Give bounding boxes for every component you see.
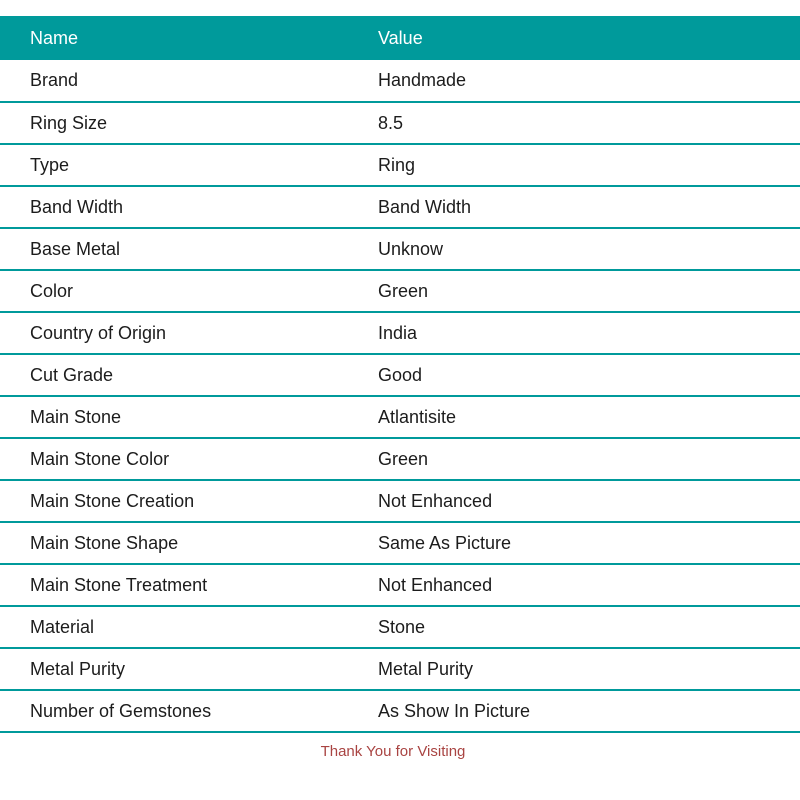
table-row: Material Stone (0, 606, 800, 649)
table-row: Type Ring (0, 144, 800, 187)
spec-name-cell: Brand (0, 60, 348, 103)
spec-name-cell: Main Stone Creation (0, 480, 348, 523)
spec-value-cell: Atlantisite (348, 396, 800, 439)
spec-value-cell: Metal Purity (348, 648, 800, 691)
spec-name-cell: Band Width (0, 186, 348, 229)
spec-value-cell: Not Enhanced (348, 480, 800, 523)
table-row: Ring Size 8.5 (0, 102, 800, 145)
spec-name-cell: Main Stone Shape (0, 522, 348, 565)
spec-name-cell: Metal Purity (0, 648, 348, 691)
spec-value-cell: Good (348, 354, 800, 397)
table-header: Name Value (0, 16, 800, 60)
spec-value-cell: Handmade (348, 60, 800, 103)
spec-value-cell: Same As Picture (348, 522, 800, 565)
table-row: Main Stone Shape Same As Picture (0, 522, 800, 565)
spec-value-cell: Not Enhanced (348, 564, 800, 607)
spec-value-cell: Green (348, 270, 800, 313)
column-header-value: Value (348, 16, 800, 60)
spec-name-cell: Cut Grade (0, 354, 348, 397)
spec-name-cell: Main Stone (0, 396, 348, 439)
table-row: Base Metal Unknow (0, 228, 800, 271)
spec-name-cell: Number of Gemstones (0, 690, 348, 733)
spec-name-cell: Ring Size (0, 102, 348, 145)
footer: Thank You for Visiting (0, 733, 800, 769)
table-row: Number of Gemstones As Show In Picture (0, 690, 800, 733)
spec-name-cell: Base Metal (0, 228, 348, 271)
spec-value-cell: Ring (348, 144, 800, 187)
spec-value-cell: Green (348, 438, 800, 481)
spec-value-cell: Band Width (348, 186, 800, 229)
table-row: Country of Origin India (0, 312, 800, 355)
spec-name-cell: Material (0, 606, 348, 649)
spec-name-cell: Main Stone Treatment (0, 564, 348, 607)
table-row: Main Stone Treatment Not Enhanced (0, 564, 800, 607)
table-row: Main Stone Color Green (0, 438, 800, 481)
table-row: Cut Grade Good (0, 354, 800, 397)
spec-name-cell: Color (0, 270, 348, 313)
footer-message: Thank You for Visiting (320, 742, 466, 760)
table-body: Brand Handmade Ring Size 8.5 Type Ring B… (0, 60, 800, 733)
table-row: Band Width Band Width (0, 186, 800, 229)
spec-name-cell: Type (0, 144, 348, 187)
spec-value-cell: Unknow (348, 228, 800, 271)
table-row: Metal Purity Metal Purity (0, 648, 800, 691)
product-specs-table: Name Value Brand Handmade Ring Size 8.5 … (0, 16, 800, 733)
table-row: Color Green (0, 270, 800, 313)
table-row: Brand Handmade (0, 60, 800, 103)
header-row: Name Value (0, 16, 800, 60)
spec-name-cell: Country of Origin (0, 312, 348, 355)
spec-name-cell: Main Stone Color (0, 438, 348, 481)
table-row: Main Stone Atlantisite (0, 396, 800, 439)
spec-value-cell: Stone (348, 606, 800, 649)
spec-value-cell: As Show In Picture (348, 690, 800, 733)
table-row: Main Stone Creation Not Enhanced (0, 480, 800, 523)
spec-value-cell: 8.5 (348, 102, 800, 145)
column-header-name: Name (0, 16, 348, 60)
spec-value-cell: India (348, 312, 800, 355)
